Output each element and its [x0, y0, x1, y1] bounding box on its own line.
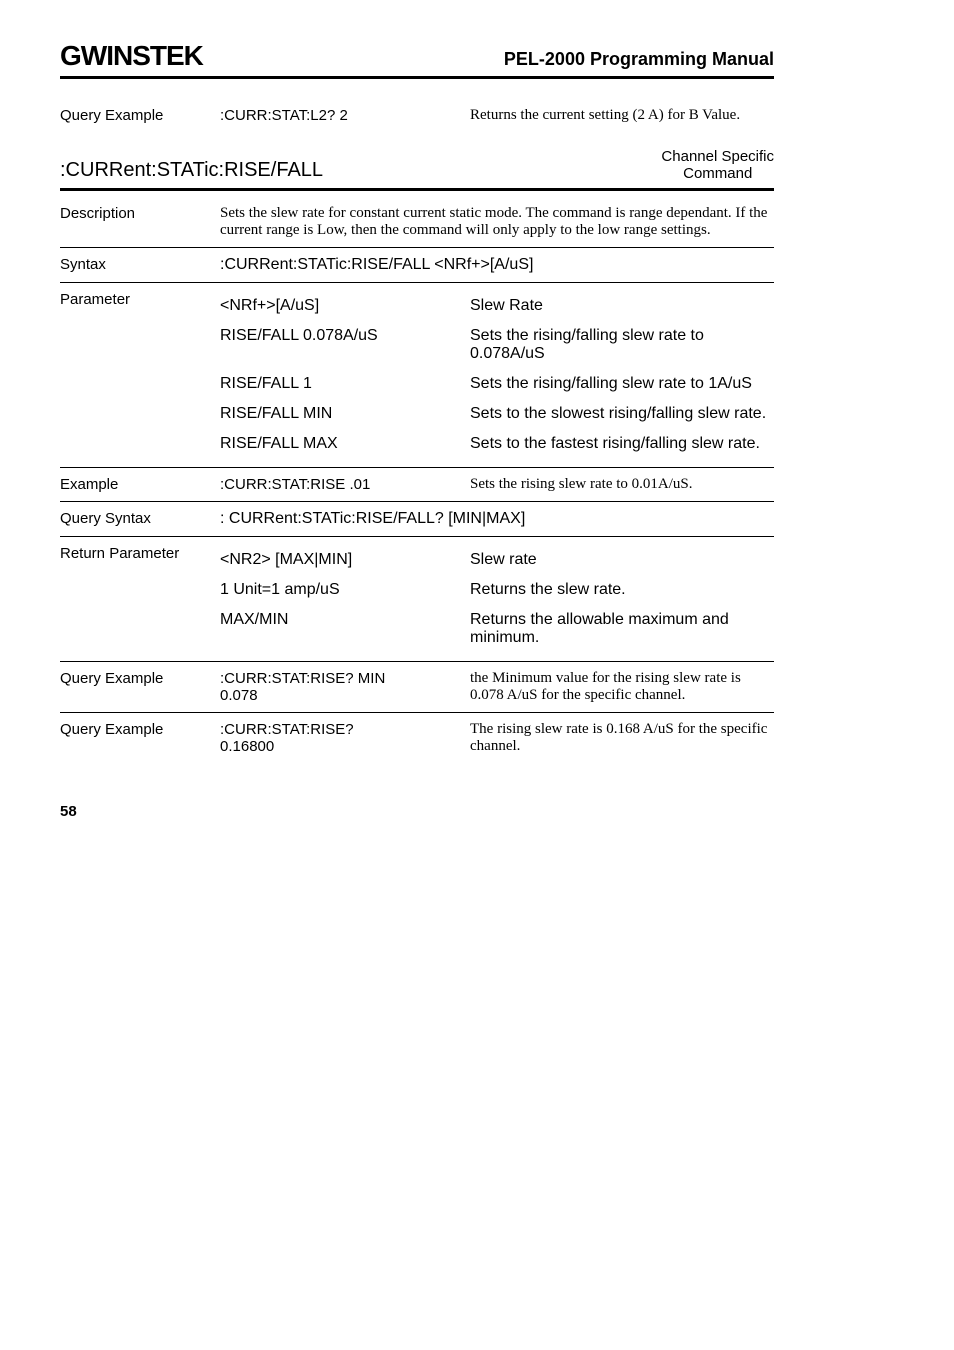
param-row: RISE/FALL 0.078A/uS Sets the rising/fall…: [220, 321, 774, 369]
param-row: MAX/MIN Returns the allowable maximum an…: [220, 605, 774, 653]
param-val: Sets the rising/falling slew rate to 1A/…: [470, 375, 774, 393]
label: Query Example: [60, 107, 220, 124]
return-parameter-block: Return Parameter <NR2> [MAX|MIN] Slew ra…: [60, 537, 774, 662]
param-row: RISE/FALL MIN Sets to the slowest rising…: [220, 399, 774, 429]
label: Query Example: [60, 670, 220, 687]
section-heading: :CURRent:STATic:RISE/FALL Channel Specif…: [60, 148, 774, 191]
description: Sets the rising slew rate to 0.01A/uS.: [470, 476, 774, 493]
param-key: <NR2> [MAX|MIN]: [220, 551, 470, 569]
syntax-text: :CURRent:STATic:RISE/FALL <NRf+>[A/uS]: [220, 256, 774, 274]
param-row: 1 Unit=1 amp/uS Returns the slew rate.: [220, 575, 774, 605]
syntax-row: Syntax :CURRent:STATic:RISE/FALL <NRf+>[…: [60, 248, 774, 283]
command-value: 0.16800: [220, 738, 470, 755]
parameter-block: Parameter <NRf+>[A/uS] Slew Rate RISE/FA…: [60, 283, 774, 468]
command-block: :CURR:STAT:RISE? MIN 0.078: [220, 670, 470, 704]
badge-line2: Command: [661, 165, 774, 182]
param-val: Sets to the slowest rising/falling slew …: [470, 405, 774, 423]
command-block: :CURR:STAT:RISE? 0.16800: [220, 721, 470, 755]
param-val: Returns the allowable maximum and minimu…: [470, 611, 774, 647]
param-row: RISE/FALL 1 Sets the rising/falling slew…: [220, 369, 774, 399]
label: Query Syntax: [60, 510, 220, 528]
label: Return Parameter: [60, 545, 220, 562]
query-example-3-row: Query Example :CURR:STAT:RISE? 0.16800 T…: [60, 713, 774, 763]
parameter-rows: <NRf+>[A/uS] Slew Rate RISE/FALL 0.078A/…: [220, 291, 774, 459]
section-title: :CURRent:STATic:RISE/FALL: [60, 159, 323, 182]
param-row: <NRf+>[A/uS] Slew Rate: [220, 291, 774, 321]
command-value: 0.078: [220, 687, 470, 704]
param-val: Slew Rate: [470, 297, 774, 315]
label: Parameter: [60, 291, 220, 308]
description-row: Description Sets the slew rate for const…: [60, 197, 774, 248]
command: :CURR:STAT:RISE .01: [220, 476, 470, 493]
param-row: <NR2> [MAX|MIN] Slew rate: [220, 545, 774, 575]
return-param-rows: <NR2> [MAX|MIN] Slew rate 1 Unit=1 amp/u…: [220, 545, 774, 653]
description: The rising slew rate is 0.168 A/uS for t…: [470, 721, 774, 755]
query-example-1-row: Query Example :CURR:STAT:L2? 2 Returns t…: [60, 99, 774, 132]
command: :CURR:STAT:L2? 2: [220, 107, 470, 124]
param-val: Sets the rising/falling slew rate to 0.0…: [470, 327, 774, 363]
label: Query Example: [60, 721, 220, 738]
query-syntax-text: : CURRent:STATic:RISE/FALL? [MIN|MAX]: [220, 510, 774, 528]
param-row: RISE/FALL MAX Sets to the fastest rising…: [220, 429, 774, 459]
badge-line1: Channel Specific: [661, 148, 774, 165]
param-val: Slew rate: [470, 551, 774, 569]
param-key: 1 Unit=1 amp/uS: [220, 581, 470, 599]
param-key: RISE/FALL MIN: [220, 405, 470, 423]
query-syntax-row: Query Syntax : CURRent:STATic:RISE/FALL?…: [60, 502, 774, 537]
param-key: RISE/FALL 1: [220, 375, 470, 393]
description-text: Sets the slew rate for constant current …: [220, 205, 774, 239]
label: Syntax: [60, 256, 220, 274]
label: Example: [60, 476, 220, 493]
command: :CURR:STAT:RISE? MIN: [220, 670, 470, 687]
section-badge: Channel Specific Command: [661, 148, 774, 182]
description: Returns the current setting (2 A) for B …: [470, 107, 774, 124]
param-val: Sets to the fastest rising/falling slew …: [470, 435, 774, 453]
param-key: MAX/MIN: [220, 611, 470, 647]
example-row: Example :CURR:STAT:RISE .01 Sets the ris…: [60, 468, 774, 502]
page-number: 58: [60, 803, 774, 820]
param-key: RISE/FALL MAX: [220, 435, 470, 453]
description: the Minimum value for the rising slew ra…: [470, 670, 774, 704]
label: Description: [60, 205, 220, 239]
param-val: Returns the slew rate.: [470, 581, 774, 599]
command: :CURR:STAT:RISE?: [220, 721, 470, 738]
param-key: RISE/FALL 0.078A/uS: [220, 327, 470, 363]
header-title: PEL-2000 Programming Manual: [504, 49, 774, 70]
param-key: <NRf+>[A/uS]: [220, 297, 470, 315]
logo: GWINSTEK: [60, 40, 203, 72]
query-example-2-row: Query Example :CURR:STAT:RISE? MIN 0.078…: [60, 662, 774, 713]
page-header: GWINSTEK PEL-2000 Programming Manual: [60, 40, 774, 79]
